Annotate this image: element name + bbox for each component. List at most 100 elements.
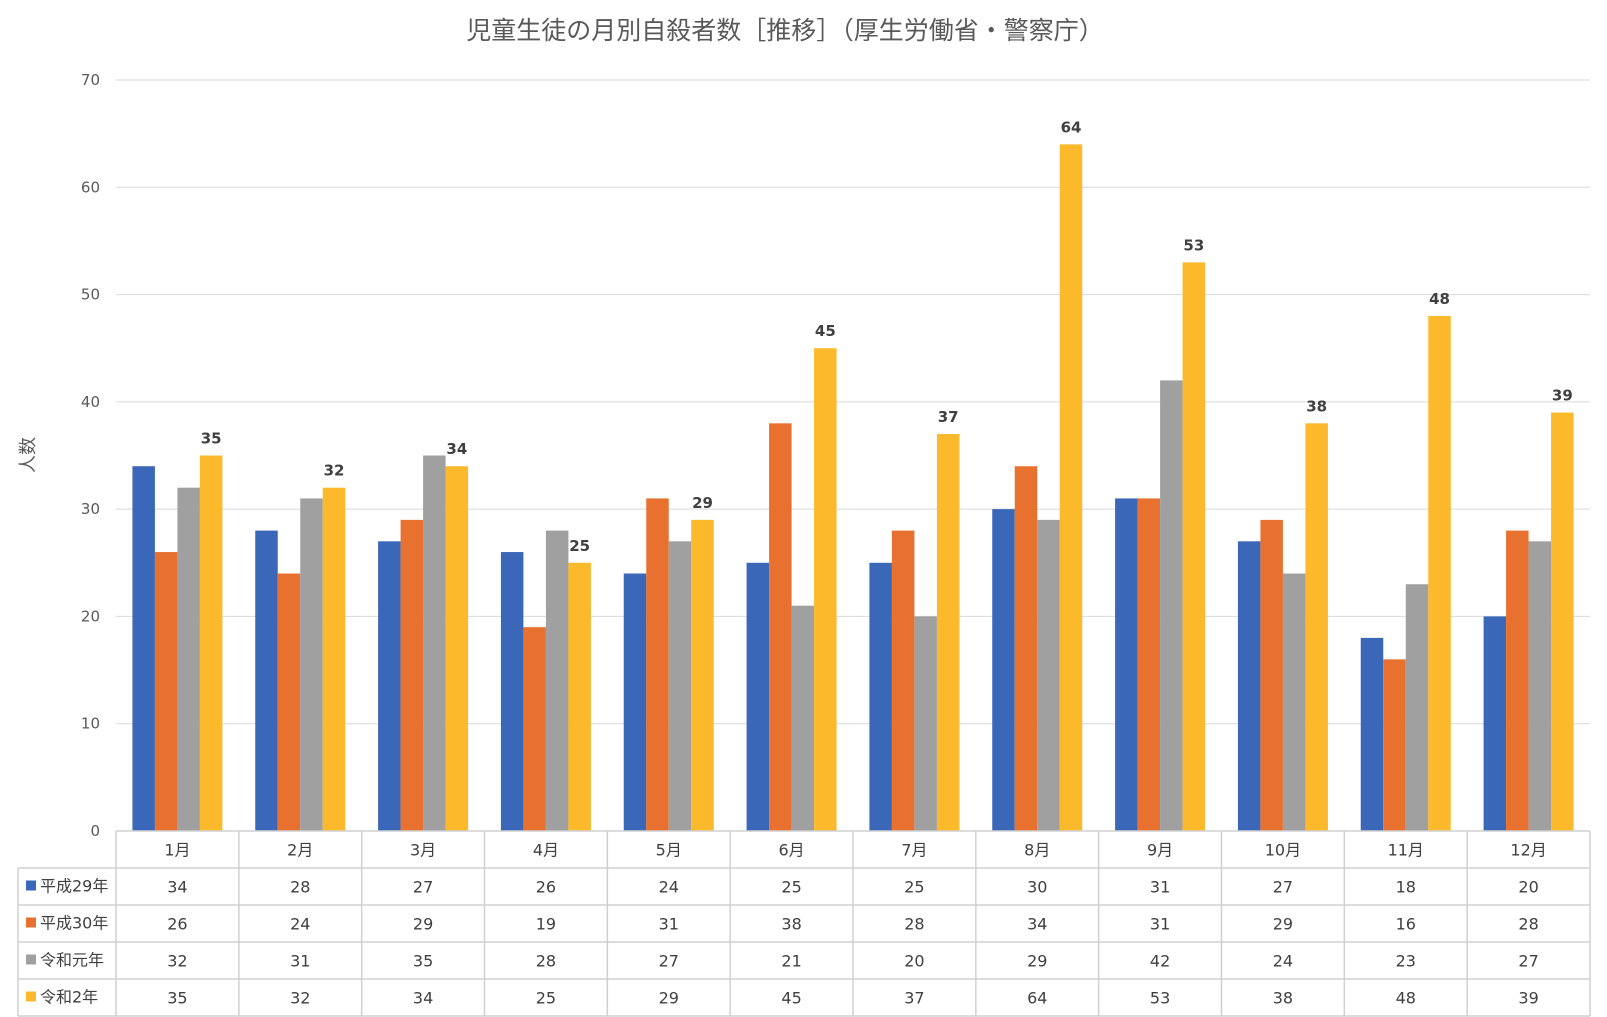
table-cell: 25 bbox=[536, 989, 556, 1008]
bar bbox=[791, 605, 815, 831]
table-cell: 21 bbox=[781, 952, 801, 971]
table-cell: 31 bbox=[659, 915, 679, 934]
bar bbox=[914, 616, 937, 831]
bar bbox=[1528, 541, 1552, 831]
table-cell: 45 bbox=[781, 989, 801, 1008]
legend-key bbox=[26, 880, 36, 891]
table-cell: 25 bbox=[904, 878, 924, 897]
bar bbox=[1115, 498, 1138, 831]
table-cell: 32 bbox=[167, 952, 187, 971]
bar bbox=[568, 562, 591, 831]
legend-label: 平成30年 bbox=[40, 914, 108, 933]
data-label: 25 bbox=[569, 537, 590, 555]
data-label: 32 bbox=[324, 462, 345, 480]
table-cell: 27 bbox=[1273, 878, 1293, 897]
y-tick-label: 40 bbox=[81, 393, 100, 411]
table-cell: 19 bbox=[536, 915, 556, 934]
y-tick-label: 60 bbox=[81, 178, 100, 196]
bar bbox=[1383, 659, 1406, 831]
table-cell: 34 bbox=[1027, 915, 1047, 934]
legend-label: 令和元年 bbox=[40, 951, 104, 970]
table-cell: 24 bbox=[1273, 952, 1293, 971]
bar bbox=[1428, 316, 1451, 831]
table-cell: 29 bbox=[659, 989, 679, 1008]
table-cell: 48 bbox=[1396, 989, 1416, 1008]
y-tick-label: 50 bbox=[81, 286, 100, 304]
data-label: 64 bbox=[1061, 118, 1082, 136]
data-label: 34 bbox=[446, 440, 467, 458]
table-cell: 29 bbox=[1027, 952, 1047, 971]
bar bbox=[936, 434, 960, 831]
bar bbox=[746, 562, 770, 831]
bar bbox=[1551, 412, 1574, 831]
bar bbox=[1182, 262, 1206, 831]
bar bbox=[1237, 541, 1261, 831]
bar bbox=[322, 487, 346, 831]
x-tick-label: 2月 bbox=[287, 841, 313, 860]
legend-label: 平成29年 bbox=[40, 877, 108, 896]
bar bbox=[423, 455, 446, 831]
table-cell: 31 bbox=[1150, 915, 1170, 934]
table-cell: 37 bbox=[904, 989, 924, 1008]
bar bbox=[154, 552, 178, 831]
bar bbox=[1037, 519, 1060, 831]
table-cell: 30 bbox=[1027, 878, 1047, 897]
table-cell: 20 bbox=[1518, 878, 1538, 897]
table-cell: 25 bbox=[781, 878, 801, 897]
table-cell: 34 bbox=[413, 989, 433, 1008]
bar bbox=[1506, 530, 1529, 831]
bar bbox=[1260, 519, 1283, 831]
table-cell: 27 bbox=[413, 878, 433, 897]
x-tick-label: 1月 bbox=[164, 841, 190, 860]
table-cell: 28 bbox=[536, 952, 556, 971]
table-cell: 16 bbox=[1396, 915, 1416, 934]
table-cell: 29 bbox=[1273, 915, 1293, 934]
bar bbox=[445, 466, 469, 831]
table-cell: 27 bbox=[1518, 952, 1538, 971]
bar bbox=[545, 530, 569, 831]
legend-key bbox=[26, 917, 36, 928]
table-cell: 18 bbox=[1396, 878, 1416, 897]
legend-key bbox=[26, 954, 36, 965]
bar bbox=[523, 627, 546, 831]
bar bbox=[869, 562, 892, 831]
bar bbox=[1282, 573, 1306, 831]
bar bbox=[891, 530, 915, 831]
x-tick-label: 5月 bbox=[656, 841, 682, 860]
data-labels: 35 32 34 25 29 45 37 64 53 38 48 39 bbox=[201, 118, 1573, 554]
table-cell: 39 bbox=[1518, 989, 1538, 1008]
table-cell: 29 bbox=[413, 915, 433, 934]
table-cell: 20 bbox=[904, 952, 924, 971]
table-cell: 31 bbox=[290, 952, 310, 971]
data-label: 48 bbox=[1429, 290, 1450, 308]
y-tick-label: 0 bbox=[90, 822, 100, 840]
x-tick-label: 4月 bbox=[533, 841, 559, 860]
x-tick-label: 8月 bbox=[1024, 841, 1050, 860]
data-label: 53 bbox=[1183, 236, 1204, 254]
data-label: 29 bbox=[692, 494, 713, 512]
table-cell: 32 bbox=[290, 989, 310, 1008]
table-cell: 38 bbox=[781, 915, 801, 934]
bar bbox=[1014, 466, 1038, 831]
legend-key bbox=[26, 991, 36, 1002]
table-cell: 26 bbox=[167, 915, 187, 934]
data-label: 39 bbox=[1552, 387, 1573, 405]
bar bbox=[1305, 423, 1328, 831]
bar bbox=[255, 530, 278, 831]
x-tick-label: 7月 bbox=[901, 841, 927, 860]
table-cell: 28 bbox=[290, 878, 310, 897]
y-axis-label: 人数 bbox=[18, 437, 39, 473]
gridlines: 0 10 20 30 40 50 60 70 bbox=[81, 71, 1590, 840]
table-cell: 26 bbox=[536, 878, 556, 897]
x-tick-label: 10月 bbox=[1265, 841, 1301, 860]
bar bbox=[378, 541, 401, 831]
bar bbox=[769, 423, 792, 831]
bar bbox=[400, 519, 424, 831]
table-cell: 24 bbox=[290, 915, 310, 934]
table-cell: 23 bbox=[1396, 952, 1416, 971]
bar bbox=[668, 541, 692, 831]
bar bbox=[814, 348, 837, 831]
bar bbox=[277, 573, 301, 831]
